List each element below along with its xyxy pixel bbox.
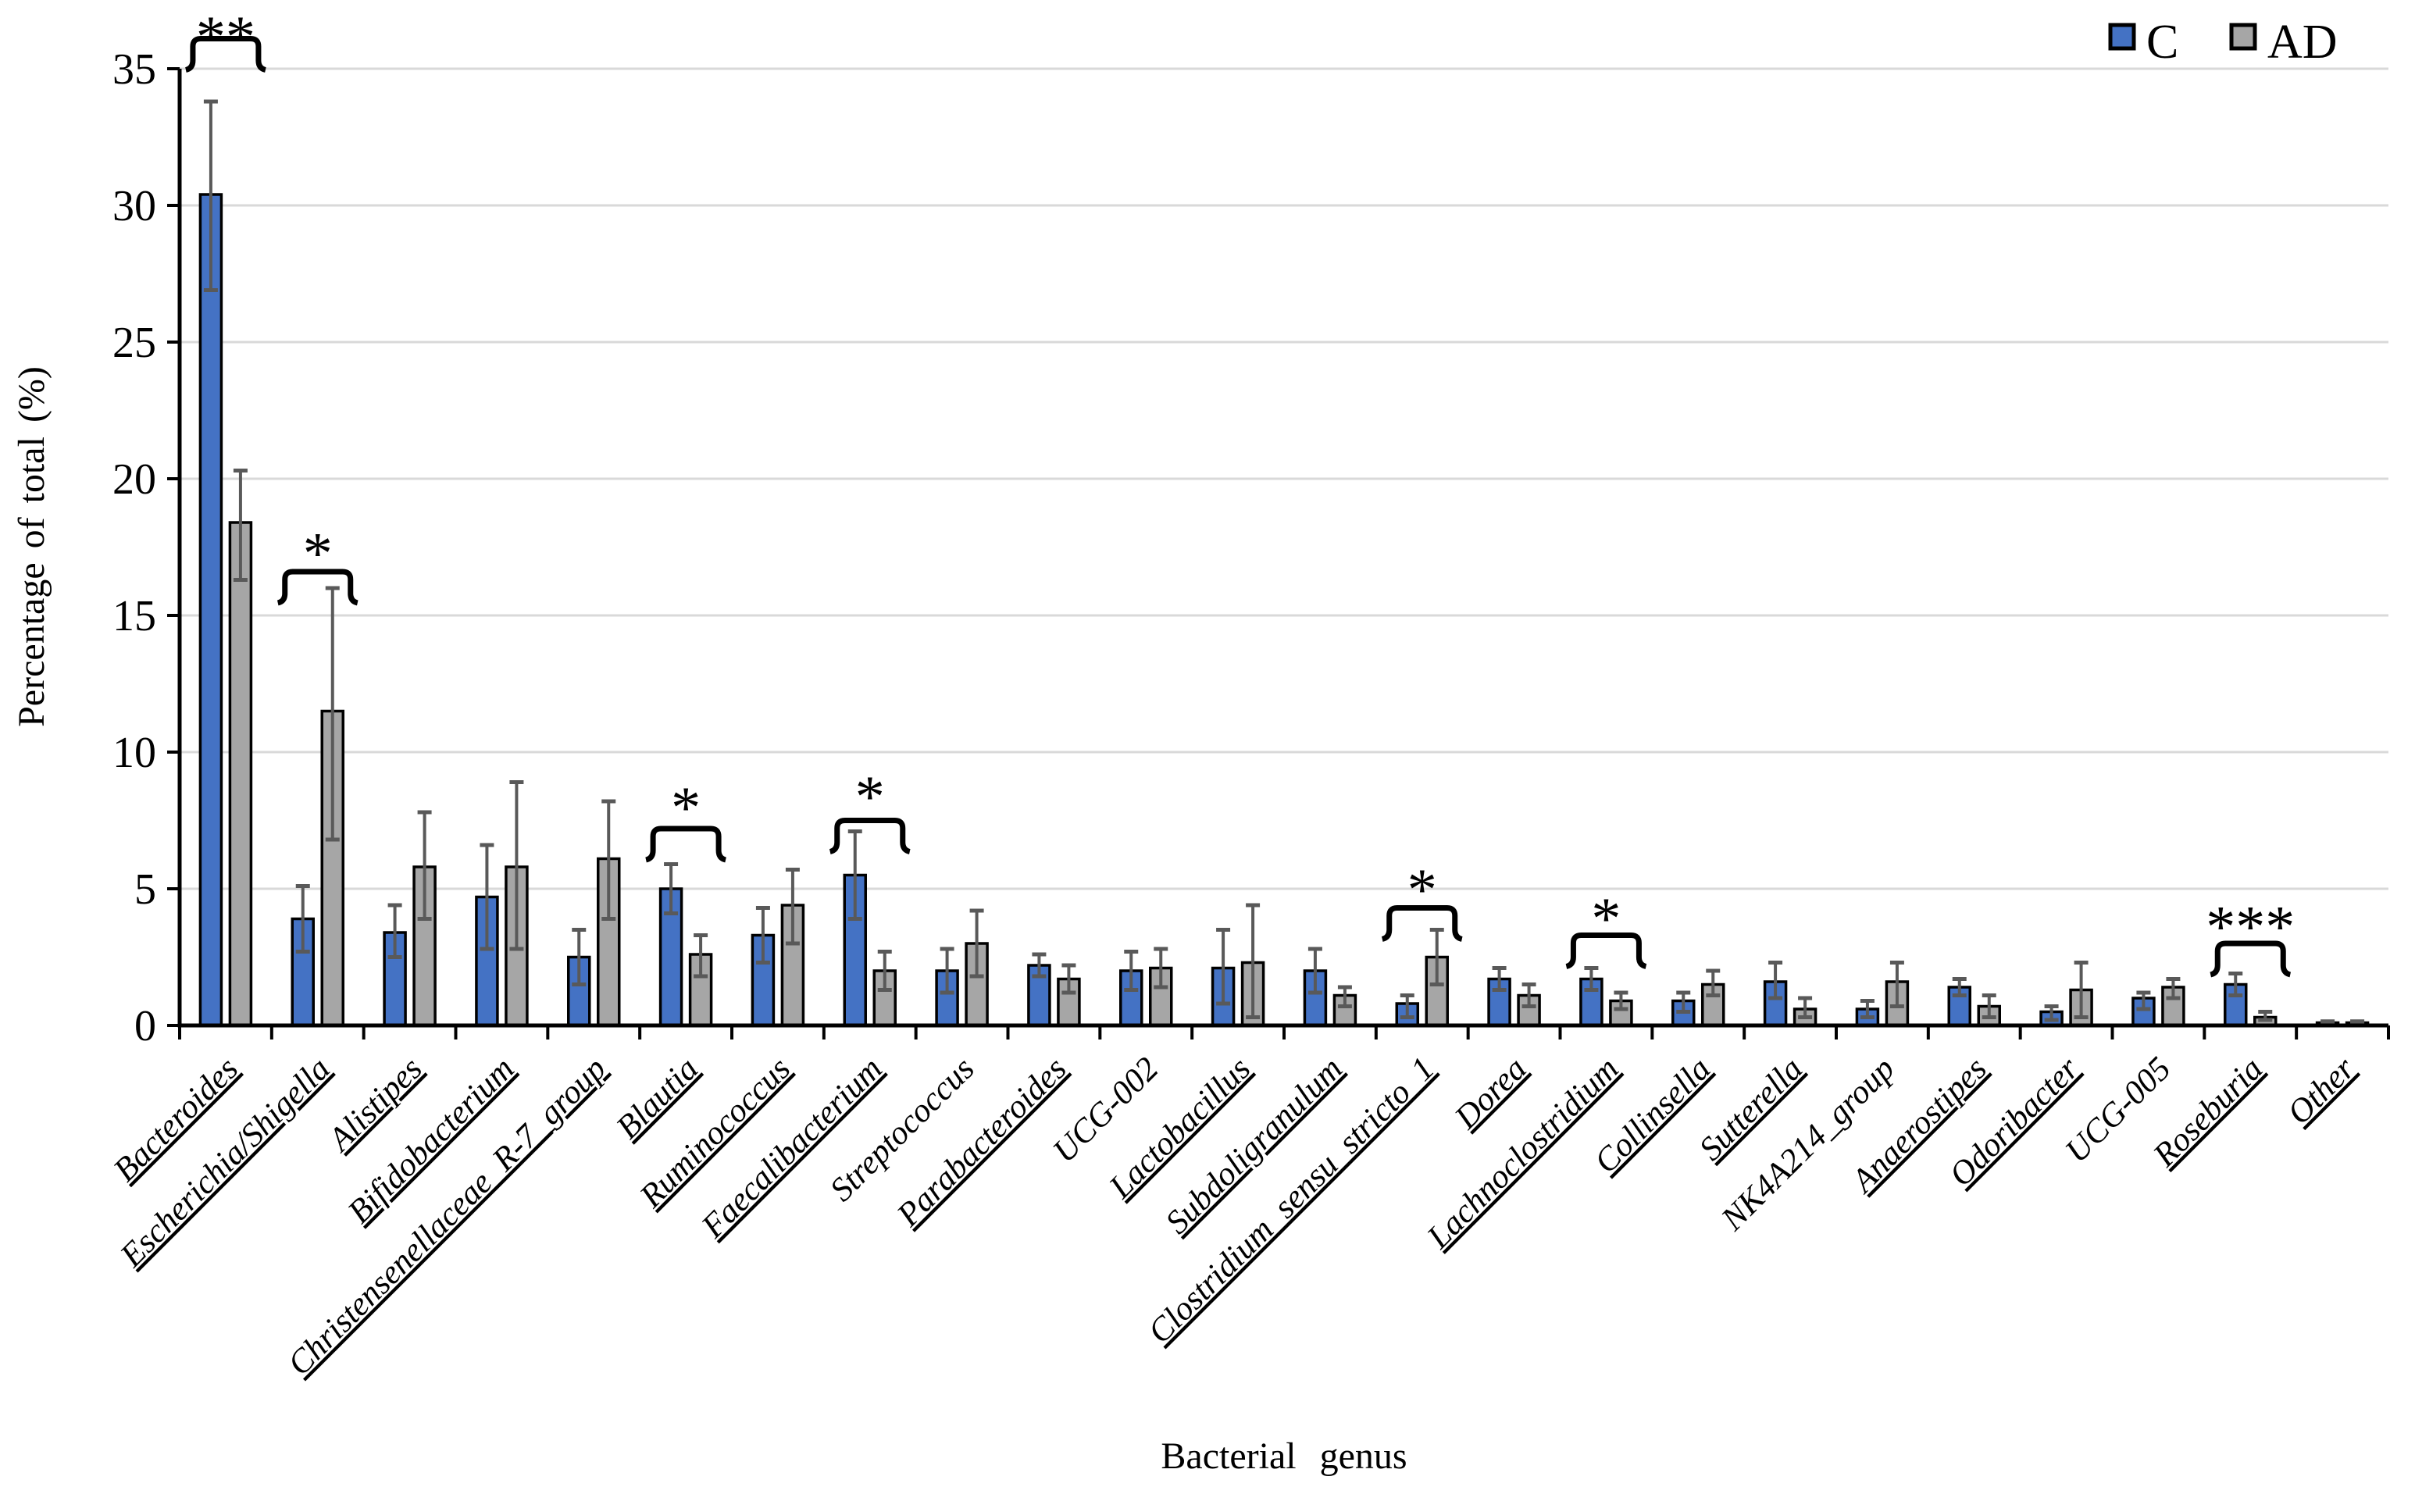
y-tick-label-35: 35 [112,45,156,94]
significance-stars-Bacteroides: ** [196,5,255,70]
y-tick-label-30: 30 [112,182,156,230]
x-category-label-Bifidobacterium: Bifidobacterium [341,1050,522,1231]
error-bar-AD-Alistipes [417,810,432,921]
legend-item-AD: AD [2229,16,2338,69]
significance-stars-Lachnoclostridium: * [1591,886,1621,951]
error-bar-C-Escherichia/Shigella [295,884,310,954]
error-bar-AD-Faecalibacterium [877,950,892,992]
error-bar-AD-Dorea [1521,982,1536,1008]
error-bar-C-Bacteroides [203,99,218,292]
significance-bracket-Lachnoclostridium [1565,933,1647,969]
error-bar-C-Ruminococcus [755,906,770,965]
error-bar-C-Anaerostipes [1952,977,1967,997]
error-bar-C-Faecalibacterium [847,829,862,921]
error-bar-AD-Odoribacter [2074,961,2089,1019]
error-bar-AD-NK4A214_group [1889,961,1904,1008]
error-bar-C-Alistipes [387,903,402,959]
error-bar-AD-Clostridium_sensu_stricto_1 [1429,928,1444,986]
y-tick-label-15: 15 [112,592,156,640]
error-bar-AD-Sutterella [1798,996,1813,1019]
y-tick-label-5: 5 [134,865,156,914]
significance-stars-Faecalibacterium: * [855,765,885,830]
error-bar-C-Streptococcus [940,947,954,995]
significance-bracket-Roseburia [2210,940,2292,978]
error-bar-C-NK4A214_group [1860,999,1875,1019]
error-bar-AD-UCG-002 [1154,947,1168,990]
error-bar-C-Odoribacter [2044,1004,2059,1022]
y-tick-label-10: 10 [112,729,156,777]
error-bar-AD-Lactobacillus [1246,903,1261,1019]
error-bar-C-Bifidobacterium [480,843,494,951]
significance-stars-Blautia: * [671,776,701,841]
significance-stars-Escherichia/Shigella: * [303,521,333,587]
error-bar-C-UCG-002 [1124,950,1139,992]
error-bar-C-Christensenellaceae_R-7_group [572,928,587,986]
error-bar-C-Lactobacillus [1216,928,1231,1006]
error-bar-AD-Blautia [694,933,708,979]
error-bar-C-Parabacteroides [1032,952,1047,979]
error-bar-AD-Ruminococcus [785,868,800,946]
error-bar-AD-Christensenellaceae_R-7_group [601,799,616,921]
error-bar-C-Roseburia [2228,972,2243,997]
error-bar-AD-Anaerostipes [1982,993,1996,1019]
significance-bracket-Escherichia/Shigella [276,569,359,606]
error-bar-AD-Bifidobacterium [509,780,524,951]
legend-swatch-AD [2229,23,2257,51]
bar-C-Bacteroides [198,193,223,1027]
x-axis-title: Bacterial genus [1161,1435,1407,1477]
significance-stars-Roseburia: *** [2206,894,2295,960]
legend-label-C: C [2146,16,2178,69]
significance-bracket-Clostridium_sensu_stricto_1 [1381,905,1463,942]
y-tick-label-0: 0 [134,1002,156,1050]
error-bar-AD-Escherichia/Shigella [325,586,340,842]
significance-bracket-Faecalibacterium [829,818,911,854]
x-category-label-Other: Other [2281,1050,2362,1132]
x-category-label-Dorea: Dorea [1447,1050,1534,1137]
legend-item-C: C [2108,16,2178,69]
legend-label-AD: AD [2267,16,2338,69]
error-bar-AD-Parabacteroides [1061,963,1076,995]
legend-swatch-C [2108,23,2136,51]
error-bar-C-Clostridium_sensu_stricto_1 [1400,993,1414,1019]
y-tick-label-20: 20 [112,455,156,504]
error-bar-C-Subdoligranulum [1307,947,1322,995]
y-axis-title: Percentage of total (%) [11,366,52,727]
error-bar-AD-Lachnoclostridium [1614,990,1628,1011]
error-bar-C-Lachnoclostridium [1584,966,1599,992]
error-bar-C-Collinsella [1676,990,1691,1014]
significance-bracket-Blautia [645,826,727,863]
error-bar-AD-Streptococcus [969,908,984,979]
significance-stars-Clostridium_sensu_stricto_1: * [1407,858,1437,923]
y-tick-label-25: 25 [112,319,156,367]
error-bar-C-Sutterella [1768,961,1783,1000]
x-category-label-Parabacteroides: Parabacteroides [890,1050,1073,1234]
error-bar-AD-UCG-005 [2166,977,2181,1000]
error-bar-AD-Collinsella [1706,968,1721,997]
error-bar-C-UCG-005 [2136,990,2151,1011]
error-bar-C-Dorea [1492,966,1507,992]
error-bar-AD-Bacteroides [233,469,248,582]
error-bar-AD-Subdoligranulum [1337,985,1352,1008]
significance-bracket-Bacteroides [184,36,266,73]
error-bar-AD-Roseburia [2258,1010,2273,1022]
bar-AD-Bacteroides [228,521,253,1027]
error-bar-C-Blautia [664,862,679,915]
